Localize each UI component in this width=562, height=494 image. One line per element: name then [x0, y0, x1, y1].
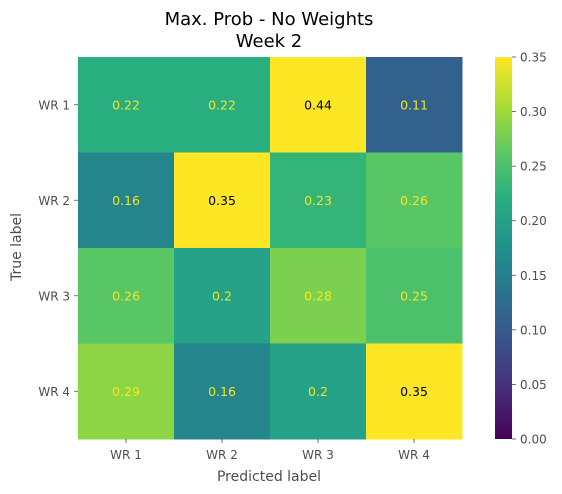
y-axis-label: True label [9, 213, 25, 282]
heatmap-cell [78, 57, 175, 153]
heatmap-cell-label: 0.22 [112, 97, 140, 112]
colorbar-tick-label: 0.30 [520, 105, 547, 119]
colorbar-tick-label: 0.25 [520, 160, 547, 174]
heatmap-cell [366, 57, 463, 153]
y-tick-label: WR 3 [38, 289, 70, 303]
heatmap-cell-label: 0.25 [400, 288, 428, 303]
heatmap-cell-label: 0.35 [208, 193, 236, 208]
heatmap-cell-label: 0.29 [112, 384, 140, 399]
heatmap-cell [174, 248, 271, 344]
y-tick-label: WR 1 [38, 98, 70, 112]
chart-title-line-1: Max. Prob - No Weights [165, 9, 374, 30]
heatmap-cell-label: 0.26 [400, 193, 428, 208]
heatmap-cell [270, 152, 367, 249]
heatmap-cell [78, 343, 175, 440]
heatmap-cell [174, 152, 271, 249]
colorbar-tick-label: 0.00 [520, 433, 547, 447]
heatmap-cell-label: 0.28 [304, 288, 332, 303]
heatmap-cell-label: 0.2 [212, 288, 232, 303]
heatmap-cell [366, 248, 463, 344]
heatmap-cell-labels: 0.22 0.22 0.44 0.11 0.16 0.35 0.23 0.26 0.26 0.2 0… [112, 97, 428, 399]
heatmap-cell [366, 152, 463, 249]
heatmap-cell-label: 0.16 [112, 193, 140, 208]
y-tick-label: WR 2 [38, 194, 70, 208]
heatmap-cells [78, 57, 463, 440]
x-axis-label: Predicted label [217, 469, 321, 485]
chart-title-line-2: Week 2 [236, 31, 303, 52]
colorbar-tick-label: 0.05 [520, 378, 547, 392]
heatmap-cell-label: 0.26 [112, 288, 140, 303]
colorbar-tick-label: 0.20 [520, 214, 547, 228]
heatmap-cell [366, 343, 463, 440]
colorbar [495, 57, 512, 439]
x-tick-label: WR 3 [302, 448, 334, 462]
colorbar-tick-label: 0.35 [520, 51, 547, 65]
heatmap-cell-label: 0.35 [400, 384, 428, 399]
x-tick-label: WR 4 [398, 448, 430, 462]
heatmap-cell-label: 0.22 [208, 97, 236, 112]
heatmap-cell-label: 0.16 [208, 384, 236, 399]
x-tick-label: WR 1 [110, 448, 142, 462]
heatmap-cell [174, 343, 271, 440]
heatmap-cell [174, 57, 271, 153]
colorbar-tick-label: 0.15 [520, 269, 547, 283]
y-axis-ticks: WR 1 WR 2 WR 3 WR 4 [38, 98, 78, 399]
x-tick-label: WR 2 [206, 448, 238, 462]
y-tick-label: WR 4 [38, 385, 70, 399]
colorbar-ticks: 0.00 0.05 0.10 0.15 0.20 0.25 0.30 0.35 [512, 51, 547, 447]
colorbar-tick-label: 0.10 [520, 323, 547, 337]
heatmap-cell [270, 248, 367, 344]
heatmap-cell [78, 248, 175, 344]
heatmap-cell [270, 57, 367, 153]
heatmap-cell [78, 152, 175, 249]
heatmap-cell [270, 343, 367, 440]
x-axis-ticks: WR 1 WR 2 WR 3 WR 4 [110, 439, 430, 462]
heatmap-cell-label: 0.44 [304, 97, 332, 112]
heatmap-cell-label: 0.11 [400, 97, 428, 112]
heatmap-cell-label: 0.2 [308, 384, 328, 399]
heatmap-cell-label: 0.23 [304, 193, 332, 208]
